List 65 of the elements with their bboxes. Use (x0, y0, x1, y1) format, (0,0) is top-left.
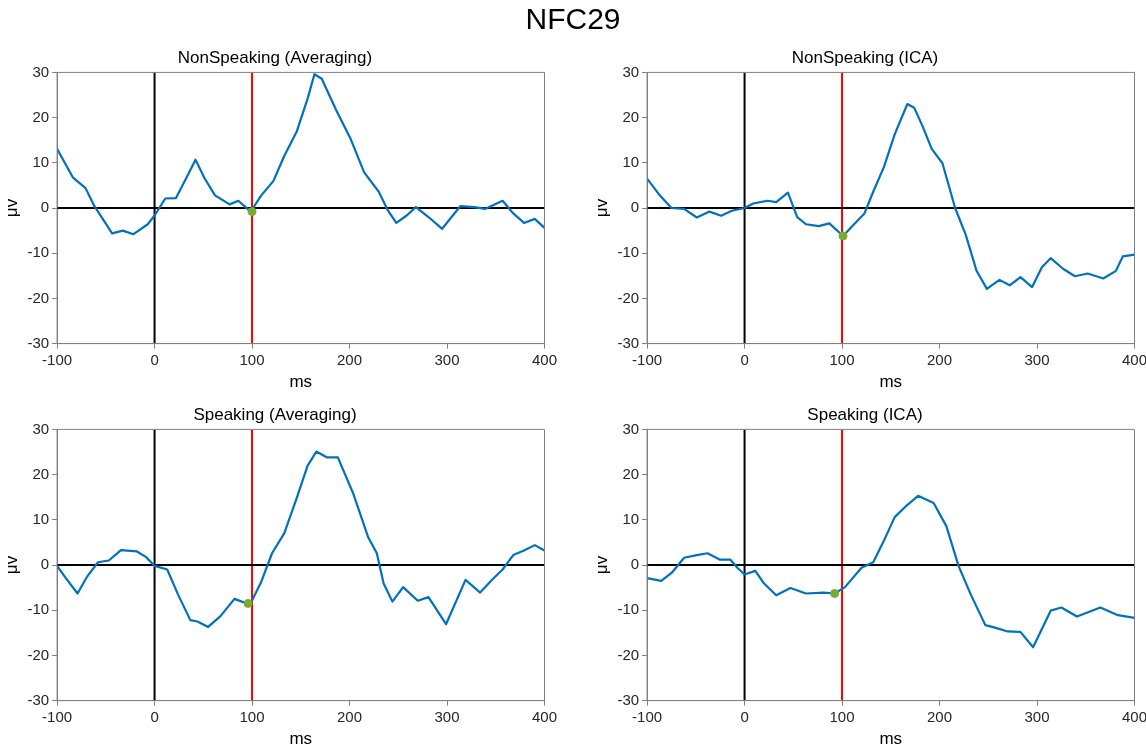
x-tick-label: -100 (632, 350, 663, 368)
x-tick-label: 100 (829, 350, 855, 368)
x-tick-label: -100 (42, 707, 73, 725)
x-tick-label: 0 (150, 350, 159, 368)
y-tick-label: -30 (617, 690, 640, 708)
y-tick-label: 0 (40, 555, 50, 573)
x-tick-label: 200 (927, 350, 953, 368)
y-tick-label: 20 (622, 464, 640, 482)
y-tick-label: -10 (27, 243, 50, 261)
x-tick-label: 200 (927, 707, 953, 725)
y-tick-label: -30 (27, 690, 50, 708)
x-tick-label: 300 (434, 350, 460, 368)
y-axis-title: μv (591, 555, 611, 575)
x-tick-label: 200 (337, 350, 363, 368)
x-axis-title: ms (879, 729, 903, 749)
x-axis-title: ms (289, 729, 313, 749)
y-tick-label: -10 (617, 600, 640, 618)
y-axis-title: μv (1, 198, 21, 218)
x-tick-label: -100 (632, 707, 663, 725)
y-tick-label: -20 (27, 288, 50, 306)
y-axis-title: μv (591, 198, 611, 218)
y-tick-label: -10 (617, 243, 640, 261)
x-axis-title: ms (879, 372, 903, 392)
x-tick-label: 100 (239, 707, 265, 725)
chart-title: NonSpeaking (ICA) (791, 47, 939, 67)
y-tick-label: -20 (27, 645, 50, 663)
x-tick-label: 400 (531, 350, 557, 368)
x-tick-label: 300 (434, 707, 460, 725)
y-tick-label: 10 (32, 152, 50, 170)
y-tick-label: 10 (622, 152, 640, 170)
x-tick-label: 0 (740, 350, 749, 368)
y-tick-label: 30 (622, 419, 640, 437)
x-tick-label: 400 (531, 707, 557, 725)
y-tick-label: -20 (617, 288, 640, 306)
text: NFC29 (524, 2, 622, 36)
chart-title: NonSpeaking (Averaging) (177, 47, 373, 67)
y-tick-label: -30 (617, 333, 640, 351)
y-tick-label: 20 (622, 107, 640, 125)
x-tick-label: 400 (1121, 707, 1146, 725)
y-tick-label: 20 (32, 464, 50, 482)
x-tick-label: 0 (150, 707, 159, 725)
y-tick-label: -30 (27, 333, 50, 351)
y-tick-label: 30 (32, 62, 50, 80)
y-tick-label: 0 (40, 198, 50, 216)
y-tick-label: 20 (32, 107, 50, 125)
x-tick-label: 300 (1024, 350, 1050, 368)
y-tick-label: 10 (32, 509, 50, 527)
x-tick-label: 0 (740, 707, 749, 725)
y-tick-label: 0 (630, 555, 640, 573)
y-tick-label: 30 (32, 419, 50, 437)
x-tick-label: 300 (1024, 707, 1050, 725)
x-tick-label: 100 (239, 350, 265, 368)
y-tick-label: 30 (622, 62, 640, 80)
chart-title: Speaking (ICA) (807, 404, 923, 424)
chart-title: Speaking (Averaging) (193, 404, 357, 424)
y-tick-label: -20 (617, 645, 640, 663)
x-tick-label: 200 (337, 707, 363, 725)
y-tick-label: 10 (622, 509, 640, 527)
y-tick-label: 0 (630, 198, 640, 216)
x-tick-label: 400 (1121, 350, 1146, 368)
x-tick-label: 100 (829, 707, 855, 725)
y-axis-title: μv (1, 555, 21, 575)
x-axis-title: ms (289, 372, 313, 392)
x-tick-label: -100 (42, 350, 73, 368)
y-tick-label: -10 (27, 600, 50, 618)
